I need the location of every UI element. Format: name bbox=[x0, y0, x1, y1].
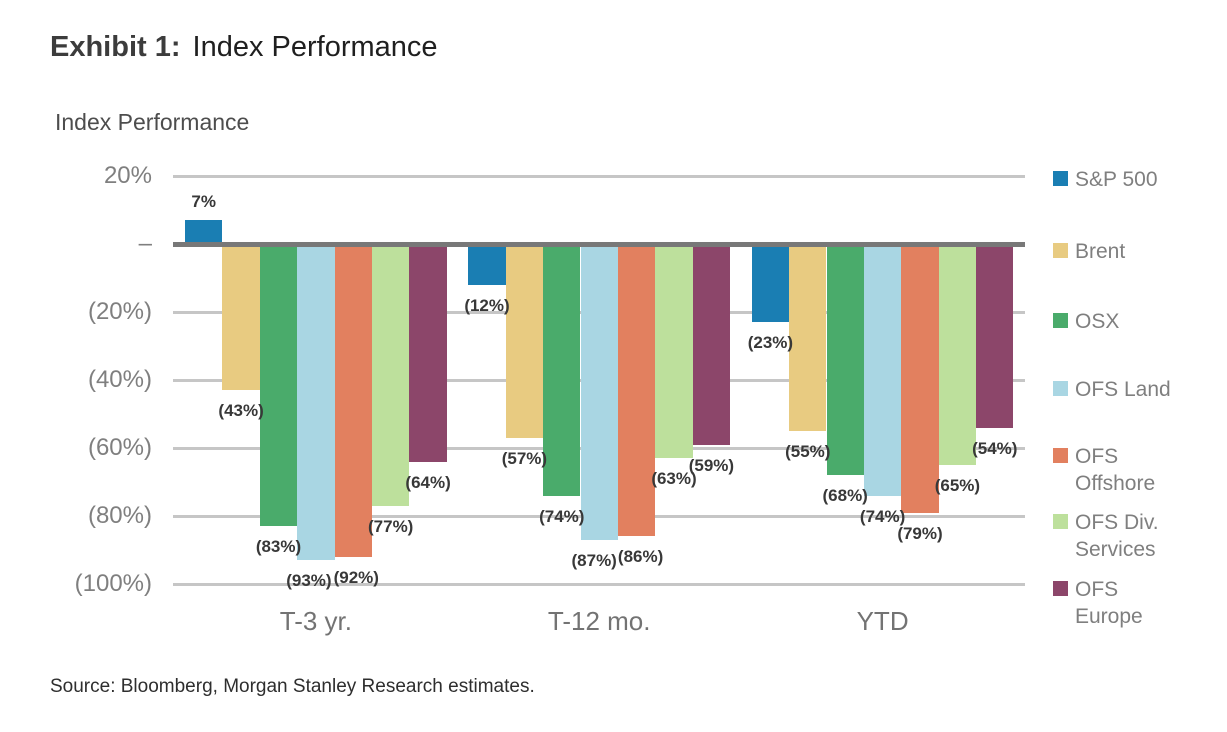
y-axis-tick-label: (40%) bbox=[87, 366, 152, 393]
y-axis-tick-label: (100%) bbox=[74, 570, 152, 597]
exhibit-heading: Exhibit 1: Index Performance bbox=[50, 31, 438, 64]
legend-item-ofs-div-services: OFS Div. Services bbox=[1050, 509, 1227, 563]
x-axis-category-label: YTD bbox=[856, 606, 909, 636]
bar-YTD-osx bbox=[826, 244, 864, 476]
x-axis-category-label: T-3 yr. bbox=[279, 606, 353, 636]
bar-YTD-ofs-offshore bbox=[901, 244, 939, 513]
legend-label: OFS Europe bbox=[1075, 578, 1143, 628]
bar-value-label: (74%) bbox=[859, 506, 906, 526]
legend-item-osx: OSX bbox=[1050, 308, 1227, 335]
legend-swatch-icon bbox=[1053, 381, 1068, 396]
zero-axis-line bbox=[173, 242, 1025, 247]
bar-T3yr-brent bbox=[222, 244, 260, 391]
legend-swatch-icon bbox=[1053, 243, 1068, 258]
legend-item-ofs-europe: OFS Europe bbox=[1050, 576, 1227, 630]
bar-T12mo-ofs-europe bbox=[692, 244, 731, 445]
bar-T12mo-ofs-land bbox=[580, 244, 618, 540]
gridline bbox=[173, 175, 1025, 178]
bar-value-label: (59%) bbox=[688, 455, 735, 475]
bar-T3yr-ofs-land bbox=[297, 244, 335, 561]
y-axis-tick-label: – bbox=[138, 230, 152, 257]
chart-title: Index Performance bbox=[55, 109, 250, 135]
legend-label: OFS Land bbox=[1075, 378, 1171, 401]
legend-label: OSX bbox=[1075, 310, 1120, 333]
bar-value-label: (83%) bbox=[255, 537, 302, 557]
bar-T12mo-s-p-500 bbox=[468, 244, 506, 285]
legend-label: OFS Div. Services bbox=[1075, 511, 1159, 561]
bar-T3yr-ofs-div-services bbox=[372, 244, 410, 506]
legend-swatch-icon bbox=[1053, 514, 1068, 529]
bar-YTD-brent bbox=[789, 244, 827, 431]
bar-T3yr-osx bbox=[259, 244, 298, 527]
bar-T3yr-s-p-500 bbox=[185, 220, 223, 244]
legend-label: OFS Offshore bbox=[1075, 445, 1156, 495]
bar-value-label: (68%) bbox=[822, 486, 868, 506]
bar-value-label: (65%) bbox=[934, 476, 981, 495]
y-axis-tick-label: (20%) bbox=[87, 298, 152, 325]
y-axis-tick-label: (80%) bbox=[87, 502, 152, 529]
y-axis-tick-label: 20% bbox=[103, 162, 152, 189]
legend-label: S&P 500 bbox=[1075, 168, 1158, 191]
bar-T3yr-ofs-offshore bbox=[334, 244, 372, 557]
bar-value-label: (12%) bbox=[464, 295, 510, 315]
bar-value-label: (87%) bbox=[571, 550, 617, 570]
legend-item-brent: Brent bbox=[1050, 238, 1227, 265]
exhibit-number-label: Exhibit 1: bbox=[50, 31, 181, 63]
bar-value-label: 7% bbox=[191, 192, 216, 212]
legend-label: Brent bbox=[1075, 240, 1126, 263]
bar-value-label: (74%) bbox=[539, 506, 585, 526]
bar-value-label: (63%) bbox=[651, 469, 697, 489]
bar-T3yr-ofs-europe bbox=[409, 244, 447, 462]
legend-swatch-icon bbox=[1053, 448, 1068, 463]
bar-T12mo-ofs-offshore bbox=[617, 244, 656, 537]
source-note: Source: Bloomberg, Morgan Stanley Resear… bbox=[50, 676, 535, 697]
bar-value-label: (57%) bbox=[501, 448, 548, 468]
bar-value-label: (43%) bbox=[218, 401, 264, 421]
bar-T12mo-ofs-div-services bbox=[655, 244, 693, 459]
legend-swatch-icon bbox=[1053, 313, 1068, 328]
legend-item-s-p-500: S&P 500 bbox=[1050, 166, 1227, 193]
x-axis-category-label: T-12 mo. bbox=[547, 606, 651, 636]
bar-YTD-ofs-land bbox=[863, 244, 902, 496]
bar-value-label: (54%) bbox=[972, 438, 1018, 458]
legend-swatch-icon bbox=[1053, 171, 1068, 186]
bar-value-label: (55%) bbox=[785, 442, 831, 461]
legend-item-ofs-offshore: OFS Offshore bbox=[1050, 443, 1227, 497]
bar-YTD-ofs-europe bbox=[976, 244, 1014, 428]
bar-T12mo-brent bbox=[505, 244, 544, 438]
bar-T12mo-osx bbox=[543, 244, 581, 496]
bar-value-label: (79%) bbox=[897, 523, 943, 543]
bar-value-label: (23%) bbox=[747, 333, 794, 353]
legend-swatch-icon bbox=[1053, 581, 1068, 596]
gridline bbox=[173, 583, 1025, 586]
bar-YTD-ofs-div-services bbox=[938, 244, 977, 465]
bar-value-label: (92%) bbox=[333, 567, 379, 587]
y-axis-tick-label: (60%) bbox=[87, 434, 152, 461]
bar-value-label: (93%) bbox=[286, 571, 332, 591]
bar-value-label: (64%) bbox=[405, 472, 451, 492]
exhibit-title-text: Index Performance bbox=[192, 31, 438, 63]
bar-value-label: (77%) bbox=[368, 516, 414, 536]
bar-YTD-s-p-500 bbox=[751, 244, 790, 323]
legend-item-ofs-land: OFS Land bbox=[1050, 376, 1227, 403]
bar-value-label: (86%) bbox=[617, 547, 664, 567]
